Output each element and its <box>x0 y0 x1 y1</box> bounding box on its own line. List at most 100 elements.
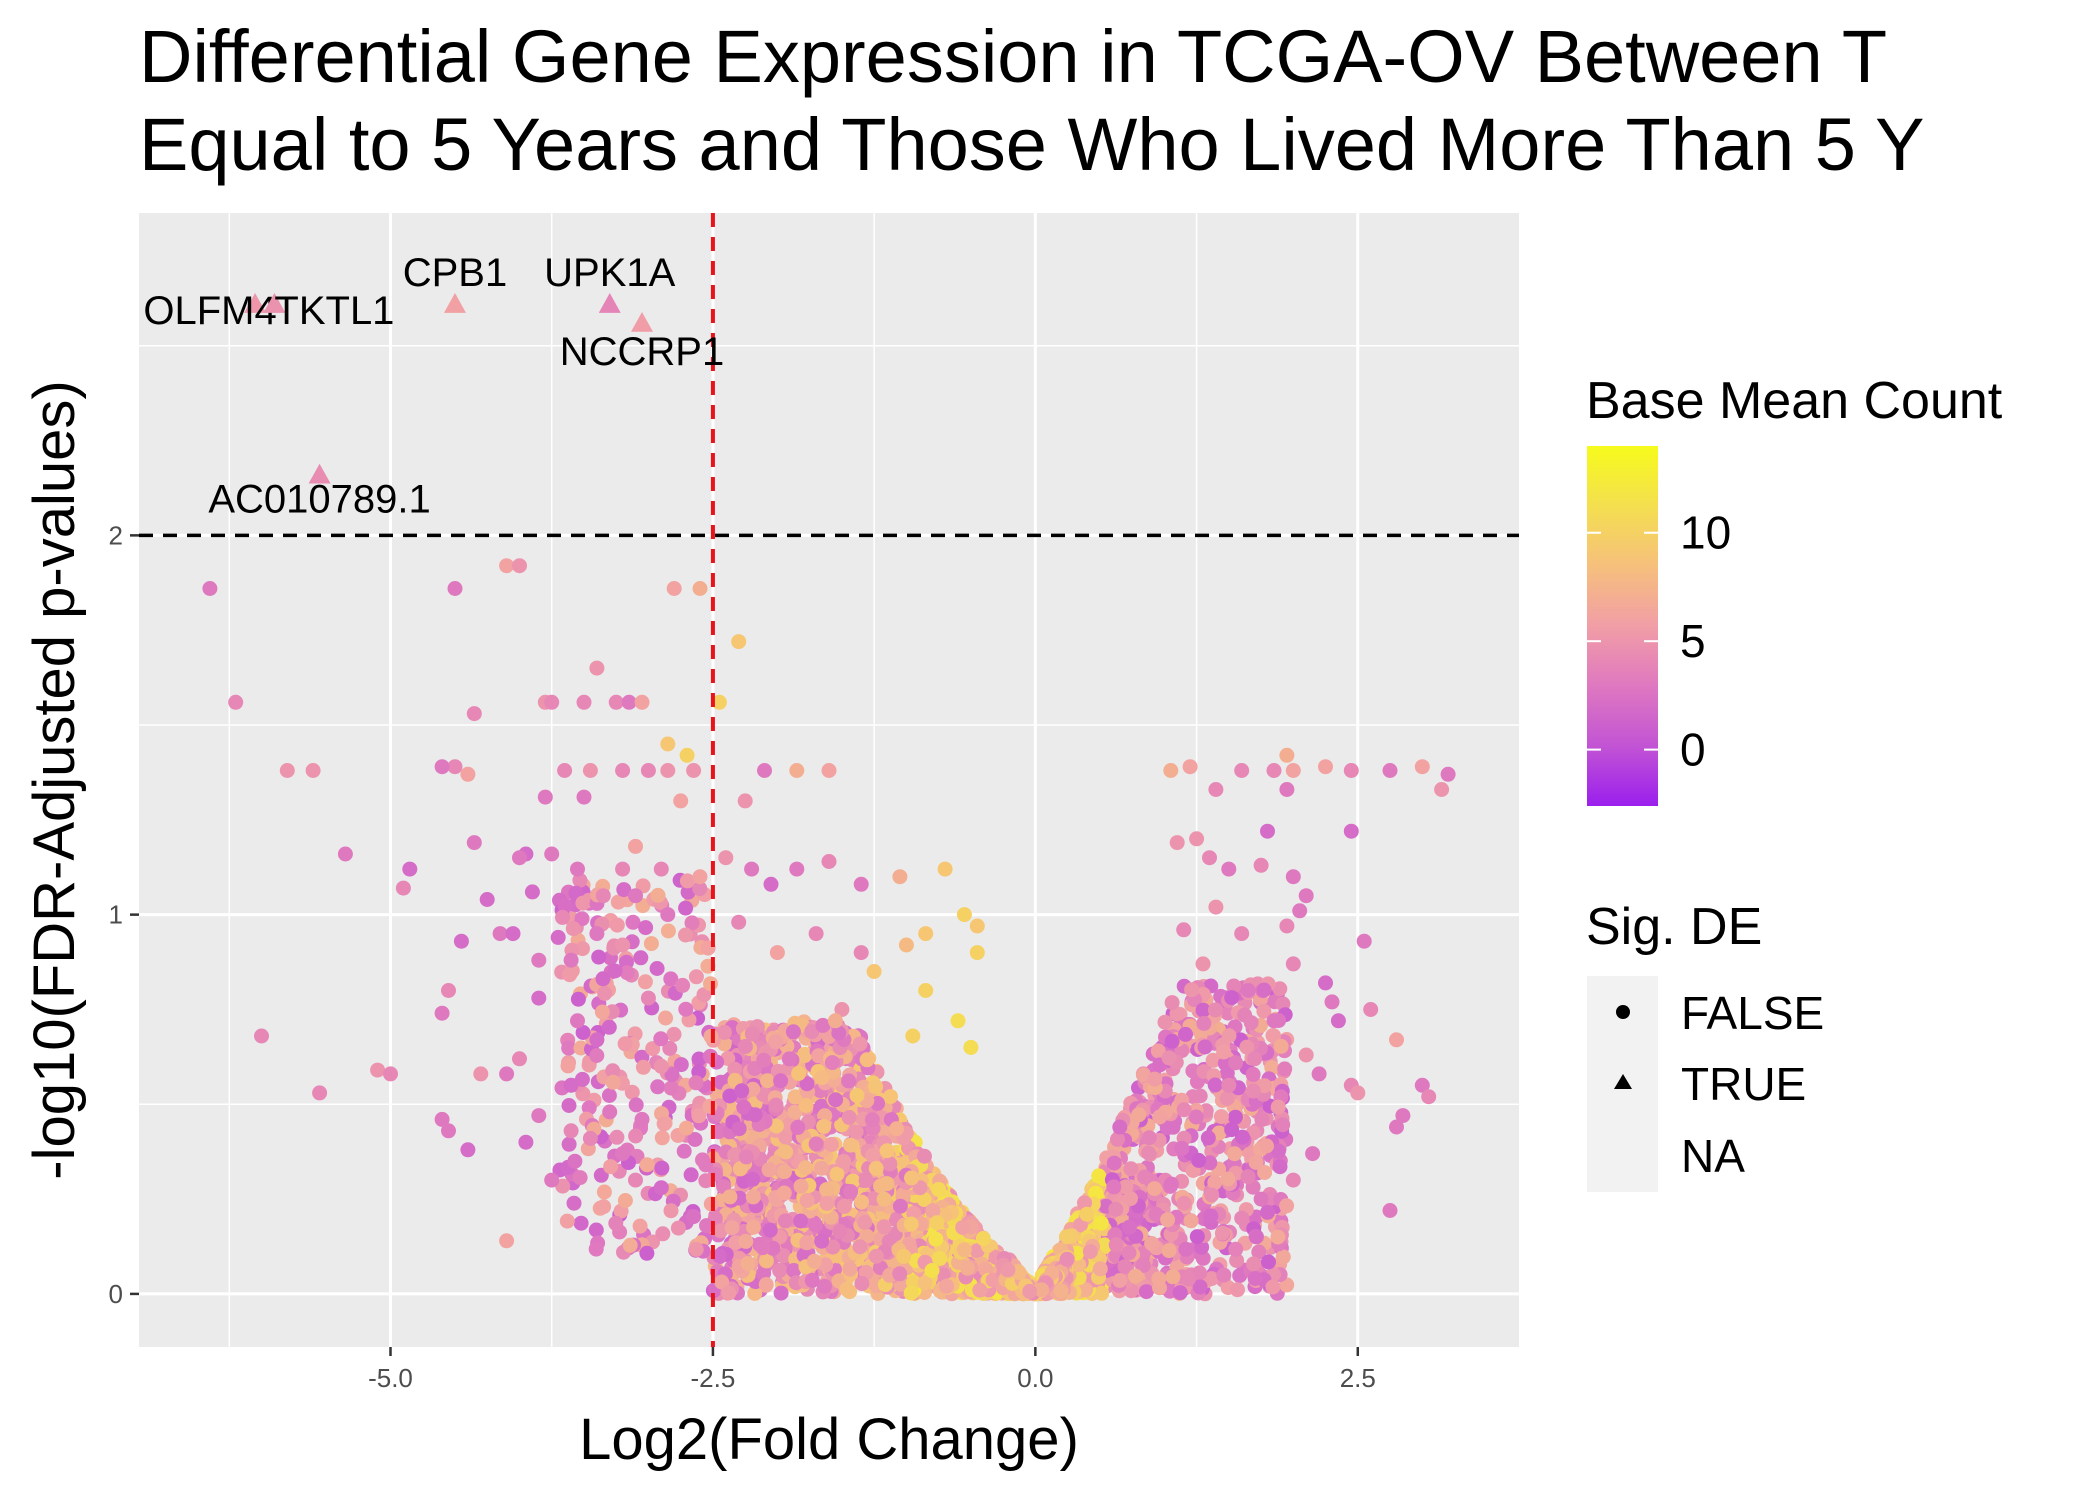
cluster-point-1837 <box>808 1136 824 1152</box>
cluster-point-2868 <box>1273 1038 1289 1054</box>
cluster-point-1848 <box>892 1198 908 1214</box>
cluster-point-2933 <box>1216 1044 1232 1060</box>
scatter-point-50 <box>634 694 650 710</box>
cluster-point-1669 <box>882 1156 898 1172</box>
cluster-point-1922 <box>658 1010 674 1026</box>
scatter-point-3 <box>305 763 321 778</box>
cluster-point-1438 <box>817 1278 832 1294</box>
scatter-point-53 <box>615 763 631 778</box>
cluster-point-1864 <box>868 1079 884 1095</box>
cluster-point-2973 <box>1195 1002 1211 1018</box>
cluster-point-2134 <box>594 1004 610 1020</box>
scatter-point-78 <box>763 876 779 892</box>
cluster-point-1915 <box>624 1084 640 1100</box>
cluster-point-3128 <box>1245 1083 1261 1099</box>
cluster-point-1880 <box>904 1170 919 1186</box>
scatter-point-51 <box>582 763 598 778</box>
scatter-point-140 <box>1279 918 1295 934</box>
scatter-point-68 <box>615 861 631 877</box>
cluster-point-1826 <box>737 1039 753 1054</box>
cluster-point-3016 <box>1117 1259 1133 1275</box>
cluster-point-1623 <box>852 1036 868 1052</box>
cluster-point-3092 <box>1176 1195 1192 1211</box>
scatter-point-42 <box>531 1108 547 1124</box>
cluster-point-1670 <box>879 1143 895 1159</box>
scatter-point-1 <box>228 694 244 710</box>
cluster-point-2098 <box>639 1245 655 1261</box>
cluster-point-1996 <box>560 1058 576 1074</box>
scatter-point-110 <box>808 926 824 942</box>
scatter-point-69 <box>570 861 585 877</box>
cluster-point-2956 <box>1078 1282 1094 1298</box>
cluster-point-1843 <box>849 1088 865 1103</box>
cluster-point-1862 <box>912 1180 928 1196</box>
cluster-point-3139 <box>1188 1109 1204 1125</box>
shape-legend-label-false: FALSE <box>1681 987 1824 1039</box>
scatter-point-24 <box>473 1066 489 1082</box>
scatter-point-23 <box>460 1142 476 1158</box>
scatter-point-85 <box>589 926 605 942</box>
cluster-point-1877 <box>929 1215 945 1231</box>
cluster-point-2077 <box>702 1048 718 1064</box>
scatter-point-89 <box>563 1077 579 1093</box>
cluster-point-1644 <box>842 1261 858 1277</box>
color-legend-title: Base Mean Count <box>1586 372 2003 430</box>
significant-marker-UPK1A <box>598 293 621 313</box>
cluster-point-2714 <box>1183 1213 1199 1229</box>
cluster-point-2925 <box>1275 1249 1291 1265</box>
cluster-point-3052 <box>1077 1195 1092 1211</box>
scatter-point-93 <box>640 990 656 1006</box>
cluster-point-3098 <box>1121 1219 1137 1235</box>
shape-legend: Sig. DE FALSE TRUE NA <box>1586 898 1824 1192</box>
cluster-point-1830 <box>804 1024 820 1040</box>
scatter-point-58 <box>666 581 682 596</box>
scatter-point-104 <box>969 918 985 934</box>
scatter-points <box>202 558 1456 1302</box>
scatter-point-145 <box>1356 933 1372 949</box>
scatter-point-81 <box>853 876 869 892</box>
scatter-point-12 <box>447 759 463 775</box>
cluster-point-3102 <box>1106 1179 1122 1195</box>
scatter-point-95 <box>634 1111 650 1127</box>
cluster-point-2951 <box>1248 1229 1264 1245</box>
cluster-point-2836 <box>1234 1129 1250 1145</box>
cluster-point-2152 <box>570 991 586 1007</box>
cluster-point-3151 <box>1254 1112 1270 1128</box>
cluster-point-1747 <box>793 1178 809 1194</box>
cluster-point-2146 <box>607 963 623 979</box>
scatter-point-109 <box>866 964 882 979</box>
scatter-point-32 <box>512 850 527 866</box>
cluster-point-1871 <box>868 1248 884 1264</box>
cluster-point-2673 <box>1251 1244 1267 1260</box>
cluster-point-1778 <box>721 1285 737 1301</box>
cluster-point-2974 <box>1245 1066 1261 1082</box>
colorbar-tick-label-0: 0 <box>1680 724 1706 776</box>
y-tick-label-1: 1 <box>109 900 123 930</box>
cluster-point-2003 <box>588 1241 604 1257</box>
cluster-point-2097 <box>574 911 590 927</box>
scatter-point-160 <box>1311 1066 1327 1082</box>
scatter-point-121 <box>1279 747 1295 763</box>
cluster-point-3083 <box>1161 1243 1177 1259</box>
cluster-point-1811 <box>876 1219 892 1235</box>
scatter-point-47 <box>576 694 592 710</box>
cluster-point-2139 <box>686 1209 702 1225</box>
cluster-point-2128 <box>692 881 708 897</box>
cluster-point-1628 <box>848 1124 864 1140</box>
cluster-point-2116 <box>555 909 570 925</box>
cluster-point-1602 <box>777 1213 793 1229</box>
cluster-point-2103 <box>691 1108 707 1124</box>
scatter-point-106 <box>969 945 985 961</box>
scatter-point-100 <box>711 1248 727 1264</box>
cluster-point-1346 <box>858 1173 874 1188</box>
cluster-point-1942 <box>581 1100 597 1116</box>
cluster-point-1695 <box>745 1171 761 1187</box>
cluster-point-3125 <box>1178 1026 1193 1042</box>
cluster-point-2073 <box>605 1063 621 1079</box>
significant-marker-OLFM4 <box>244 293 267 313</box>
cluster-point-1480 <box>818 1257 834 1273</box>
cluster-point-2094 <box>573 1215 589 1231</box>
cluster-point-3121 <box>1092 1261 1108 1277</box>
cluster-point-2156 <box>605 1074 621 1090</box>
cluster-point-1865 <box>799 1193 815 1208</box>
